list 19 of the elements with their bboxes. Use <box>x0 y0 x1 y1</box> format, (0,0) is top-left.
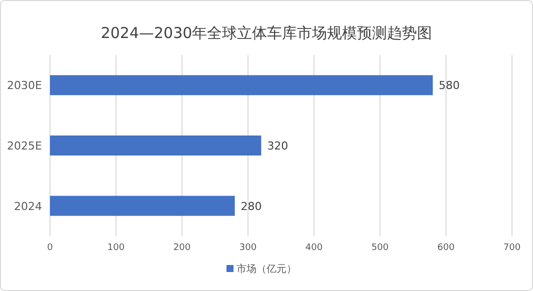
bar <box>50 196 235 216</box>
x-tick-label: 300 <box>239 243 257 253</box>
bar <box>50 75 433 96</box>
x-tick-label: 400 <box>305 243 323 253</box>
x-tick-label: 500 <box>371 243 389 253</box>
y-tick-label: 2025E <box>7 140 42 152</box>
data-label: 580 <box>438 79 460 92</box>
x-tick-label: 100 <box>107 243 125 253</box>
x-tick-label: 200 <box>173 243 191 253</box>
data-label: 320 <box>267 140 288 152</box>
data-label: 280 <box>240 200 262 213</box>
legend-label: 市场（亿元） <box>236 263 296 275</box>
y-tick-label: 2030E <box>7 79 42 92</box>
x-tick-label: 700 <box>503 243 521 253</box>
y-tick-label: 2024 <box>14 200 42 213</box>
x-tick-label: 600 <box>437 243 455 253</box>
x-tick-label: 0 <box>47 243 54 253</box>
chart-title: 2024—2030年全球立体车库市场规模预测趋势图 <box>100 24 432 42</box>
bar <box>50 136 262 156</box>
